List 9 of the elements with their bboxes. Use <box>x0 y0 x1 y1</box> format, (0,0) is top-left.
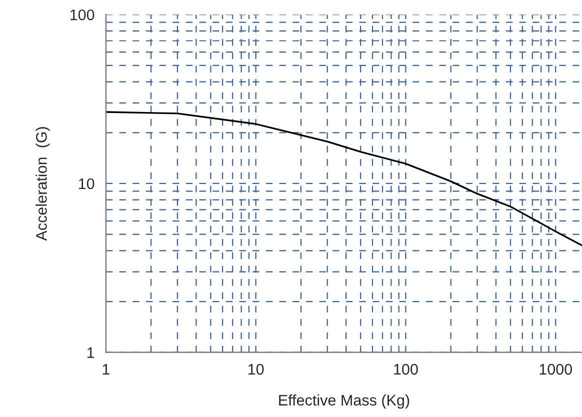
x-tick-label: 10 <box>248 364 264 375</box>
x-tick-label: 1000 <box>540 364 572 375</box>
x-tick-label: 1 <box>102 364 110 375</box>
y-tick-label: 1 <box>87 347 94 358</box>
x-axis-title: Effective Mass (Kg) <box>279 394 410 409</box>
x-tick-label: 100 <box>394 364 418 375</box>
y-axis-title: Acceleration (G) <box>36 127 50 241</box>
y-tick-label: 100 <box>70 9 94 20</box>
y-tick-label: 10 <box>78 178 94 190</box>
